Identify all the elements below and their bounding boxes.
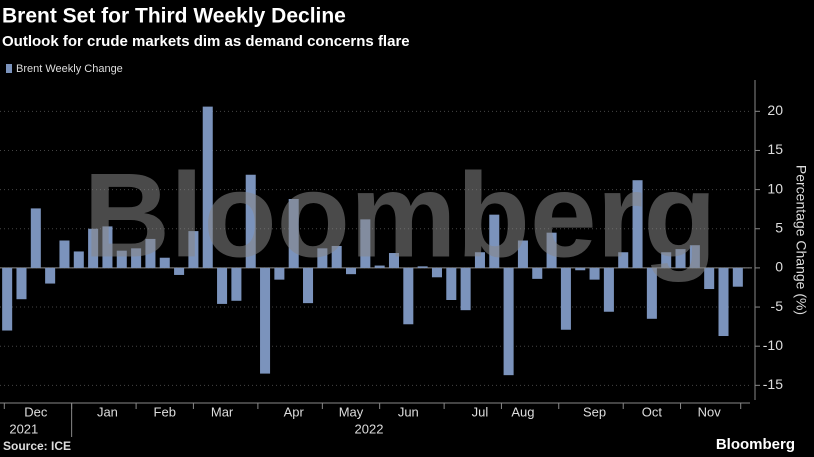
bar: [460, 267, 471, 311]
bar: [403, 267, 414, 325]
bar: [589, 267, 600, 280]
bar: [102, 226, 113, 268]
y-tick-label: 15: [767, 141, 783, 157]
bar: [274, 267, 285, 280]
x-tick-label: Apr: [284, 404, 305, 419]
x-tick-label: Jul: [472, 404, 489, 419]
y-tick-label: -10: [763, 337, 783, 353]
x-tick-label: Nov: [698, 404, 722, 419]
bar: [431, 267, 442, 278]
bar: [245, 174, 256, 268]
bar: [59, 240, 70, 268]
bar: [632, 180, 643, 268]
bar: [202, 106, 213, 268]
bar: [446, 267, 457, 301]
bar: [704, 267, 715, 290]
bar: [360, 219, 371, 268]
y-tick-label: 10: [767, 180, 783, 196]
bar: [217, 267, 228, 304]
bar: [646, 267, 657, 319]
bar: [560, 267, 571, 330]
bar: [618, 252, 629, 268]
bar: [88, 228, 99, 268]
y-tick-label: 20: [767, 102, 783, 118]
y-tick-label: -5: [771, 298, 784, 314]
x-tick-label: Jan: [97, 404, 118, 419]
y-tick-label: -15: [763, 376, 783, 392]
bar: [45, 267, 56, 284]
bar: [174, 267, 185, 275]
bar: [474, 252, 485, 268]
bar: [73, 251, 84, 268]
bar: [16, 267, 27, 300]
x-tick-label: Feb: [154, 404, 176, 419]
bar: [317, 248, 328, 268]
bar: [231, 267, 242, 301]
source: Source: ICE: [3, 439, 71, 453]
y-tick-label: 5: [775, 219, 783, 235]
bar: [489, 214, 500, 268]
x-tick-label: Oct: [642, 404, 663, 419]
bar: [732, 267, 743, 287]
bar: [188, 231, 199, 268]
chart-subtitle: Outlook for crude markets dim as demand …: [2, 33, 410, 50]
legend-swatch: [6, 64, 12, 73]
y-axis-label: Percentage Change (%): [793, 165, 809, 315]
legend-label: Brent Weekly Change: [16, 63, 123, 75]
bar: [2, 267, 13, 331]
bar: [116, 250, 127, 268]
watermark: Bloomberg: [83, 149, 716, 283]
bar: [546, 232, 557, 268]
bar: [675, 249, 686, 268]
bar: [689, 245, 700, 268]
bar: [159, 257, 170, 268]
bar: [345, 267, 357, 275]
bar: [374, 265, 385, 268]
bar: [503, 267, 514, 376]
bar: [303, 267, 314, 304]
x-tick-label: Dec: [24, 404, 48, 419]
y-tick-label: 0: [775, 259, 783, 275]
bar: [388, 253, 400, 268]
year-label: 2021: [9, 421, 38, 436]
bar: [145, 238, 156, 268]
logo: Bloomberg: [716, 436, 795, 453]
chart-title: Brent Set for Third Weekly Decline: [2, 5, 346, 28]
bar: [661, 252, 672, 268]
x-tick-label: Aug: [511, 404, 534, 419]
x-tick-label: Jun: [398, 404, 419, 419]
bar: [331, 245, 342, 268]
bar: [131, 248, 142, 268]
bar: [417, 266, 428, 268]
bar: [288, 199, 299, 268]
x-tick-label: Sep: [583, 404, 606, 419]
bar: [575, 267, 586, 271]
x-tick-label: Mar: [211, 404, 234, 419]
x-tick-label: May: [339, 404, 364, 419]
bar: [603, 267, 614, 312]
bar: [260, 267, 271, 374]
bar: [30, 208, 41, 268]
bar: [718, 267, 729, 337]
year-label: 2022: [355, 421, 384, 436]
bar: [517, 240, 528, 268]
bar: [532, 267, 543, 279]
